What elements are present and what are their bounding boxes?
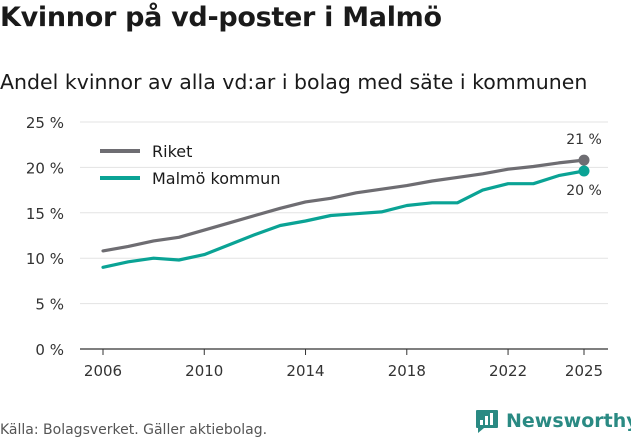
y-tick-label: 15 % [26,205,64,223]
source-note: Källa: Bolagsverket. Gäller aktiebolag. [0,422,268,438]
x-tick-label: 2025 [565,362,603,380]
legend: Riket Malmö kommun [100,142,280,188]
newsworthy-logo-icon [476,410,498,433]
brand-logo: Newsworthy [474,408,631,434]
series-end-marker [578,154,590,166]
y-tick-label: 10 % [26,250,64,268]
series-end-marker [578,165,590,177]
x-tick-label: 2010 [185,362,223,380]
x-tick-label: 2014 [286,362,324,380]
x-axis: 2006 2010 2014 2018 2022 2025 [84,349,603,380]
y-tick-label: 20 % [26,159,64,177]
gridlines [80,121,608,350]
series-lines: 21 % 20 % [101,132,602,269]
x-tick-label: 2006 [84,362,122,380]
legend-label: Malmö kommun [152,169,280,188]
y-tick-label: 5 % [35,296,64,314]
chart-title: Kvinnor på vd-poster i Malmö [0,2,442,33]
series-line-riket [101,158,586,253]
y-axis: 0 % 5 % 10 % 15 % 20 % 25 % [26,114,64,359]
series-end-label: 21 % [566,132,602,148]
y-tick-label: 0 % [35,341,64,359]
series-end-label: 20 % [566,183,602,199]
series-line-malmo [101,169,586,269]
brand-name: Newsworthy [506,410,631,432]
x-tick-label: 2018 [388,362,426,380]
legend-label: Riket [152,142,192,161]
x-tick-label: 2022 [489,362,527,380]
chart-subtitle: Andel kvinnor av alla vd:ar i bolag med … [0,70,588,94]
y-tick-label: 25 % [26,114,64,132]
